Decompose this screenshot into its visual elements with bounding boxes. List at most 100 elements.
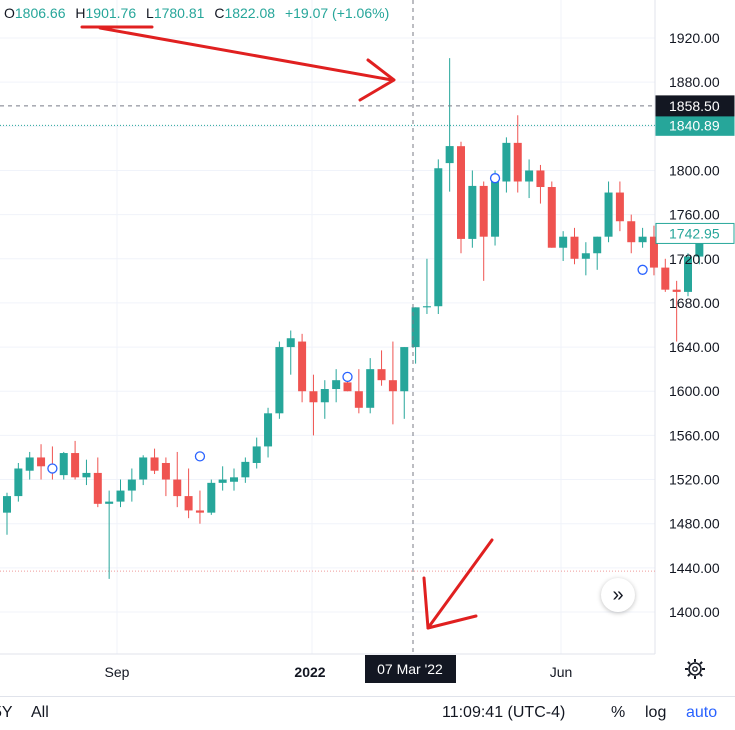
candle [388,341,397,425]
candle [207,479,216,515]
gear-icon[interactable] [684,658,706,680]
candle-body [173,479,182,497]
range-all-button[interactable]: All [31,704,49,721]
y-tick-label: 1440.00 [669,560,720,576]
candle-body [604,192,613,237]
arrow-to-high [98,26,394,82]
candle-body [502,142,511,182]
candle [252,437,261,469]
y-tick-label: 1520.00 [669,472,720,488]
auto-scale-button[interactable]: auto [686,704,718,721]
crosshair-price-tag-text: 1858.50 [669,98,720,114]
x-tick-label: 2022 [294,664,325,680]
candle [422,258,431,314]
candles [3,58,704,579]
y-tick-label: 1560.00 [669,427,720,443]
y-tick-label: 1640.00 [669,339,720,355]
candle-body [298,341,307,392]
candle [184,468,193,519]
candle-body [615,192,624,222]
candle [150,448,159,475]
candle [684,253,692,297]
time-axis[interactable]: Sep 2022 Jun 07 Mar '22 [105,655,573,683]
candle [14,462,23,502]
candle [161,457,170,497]
high-value: 1901.76 [85,5,137,21]
candle [559,231,568,261]
candle-body [195,510,204,513]
candle-body [25,457,34,471]
candle-body [230,477,238,482]
candle-body [286,338,295,348]
candle-body [661,267,670,290]
candle [309,374,318,436]
y-tick-label: 1680.00 [669,295,720,311]
candle-body [127,479,136,491]
event-marker-icon [47,463,58,474]
candle [71,440,80,480]
hover-price-tag: 1742.95 [655,222,735,244]
candle [320,380,329,419]
candle-body [672,289,681,292]
candle-body [411,307,420,348]
candle-body [264,413,273,447]
y-tick-label: 1480.00 [669,516,720,532]
range-5y-button[interactable]: 5Y [0,704,13,721]
x-tick-label: Jun [550,664,573,680]
candle-body [457,146,465,239]
y-tick-label: 1760.00 [669,207,720,223]
candle [195,490,204,524]
candle [116,479,125,508]
crosshair-date-tag: 07 Mar '22 [365,655,456,683]
event-markers [47,173,648,474]
scroll-to-realtime-button[interactable]: » [601,578,635,612]
candle [593,236,602,270]
hover-price-tag-text: 1742.95 [669,225,720,241]
high-label: H [75,5,86,21]
candle [127,468,136,502]
crosshair-price-tag: 1858.50 [655,95,735,117]
y-tick-label: 1600.00 [669,383,720,399]
last-price-tag-text: 1840.89 [669,117,720,133]
candle [25,451,34,480]
candle-body [695,233,704,257]
candle-body [252,446,261,463]
arrow-head [358,58,396,102]
candle [615,181,624,232]
candle-body [377,369,386,381]
percent-scale-button[interactable]: % [611,704,626,721]
candle-body [275,347,284,414]
change-value: +19.07 (+1.06%) [284,5,390,21]
candle-body [309,391,318,403]
candle-body [354,391,363,408]
crosshair-price-tag-box [655,95,735,117]
candle [661,258,670,292]
candle-body [468,185,477,239]
event-marker-icon [342,371,353,383]
candle-body [479,185,488,237]
candle [230,468,238,491]
candle-body [581,253,590,259]
price-axis[interactable]: 1400.00 1440.00 1480.00 1520.00 1560.00 1600.… [655,30,735,620]
y-tick-label: 1880.00 [669,74,720,90]
clock-display[interactable]: 11:09:41 (UTC-4) [442,704,566,721]
crosshair-date-box [365,655,456,683]
ohlc-legend: O1806.66 H1901.76 L1780.81 C1822.08 +19.… [4,5,395,21]
candle [275,341,284,419]
candle [354,369,363,414]
log-scale-button[interactable]: log [645,704,667,721]
candle-body [649,236,658,268]
arrow-head [422,576,478,630]
event-marker-icon [637,264,648,275]
candle [445,58,454,192]
candle [547,181,556,248]
candle [264,407,273,458]
candle [332,369,341,403]
candle-body [93,472,102,504]
grid-lines [0,0,656,655]
close-label: C [214,5,225,21]
candle-body [320,389,329,403]
candle [366,358,375,414]
close-value: 1822.08 [224,5,276,21]
